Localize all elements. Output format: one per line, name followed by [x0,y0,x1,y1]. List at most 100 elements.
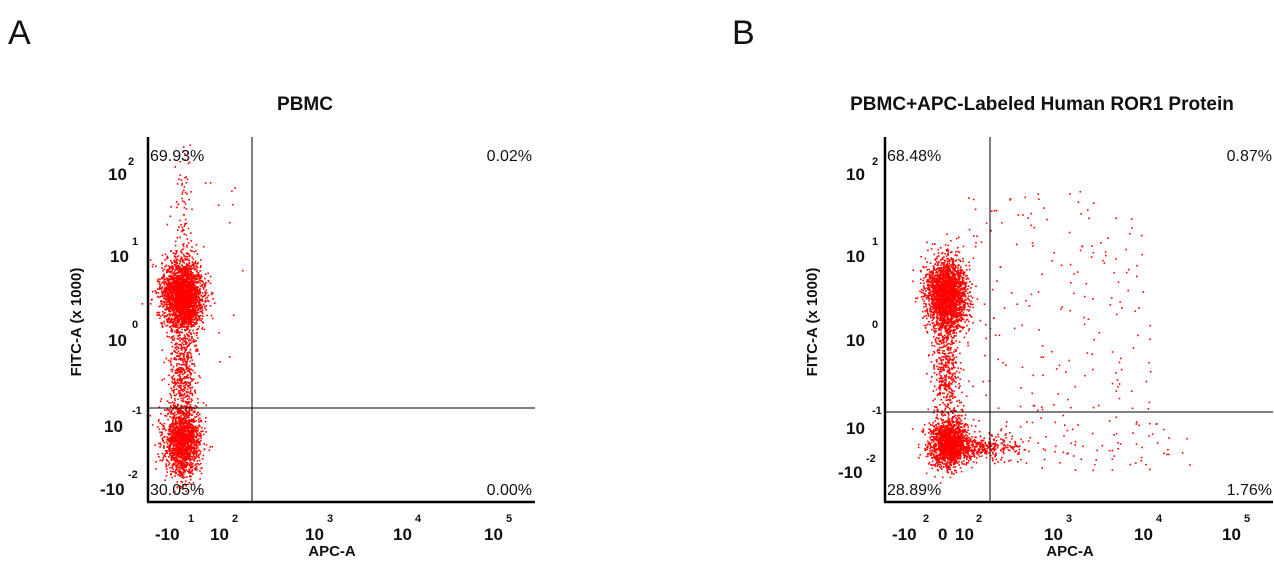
event-dot [182,363,185,366]
event-dot [171,262,173,265]
event-dot [181,325,183,328]
event-dot [176,297,178,299]
event-dot [164,409,166,411]
event-dot [179,270,182,273]
event-dot [154,444,156,446]
event-dot [203,448,206,450]
event-dot [183,286,185,289]
event-dot [194,382,197,384]
event-dot [190,471,192,474]
event-dot [181,382,184,385]
event-dot [180,291,182,294]
event-dot [173,287,176,289]
event-dot [164,295,167,298]
event-dot [180,397,182,399]
event-dot [180,426,182,429]
event-dot [183,269,186,271]
event-dot [186,476,188,478]
x-tick-exponent: 3 [327,513,333,525]
event-dot [199,433,202,435]
event-dot [169,326,171,328]
event-dot [185,440,188,443]
event-dot [192,465,194,468]
event-dot [181,433,184,436]
event-dot [171,280,174,283]
event-dot [180,315,182,318]
event-dot [180,382,182,384]
event-dot [195,467,198,470]
event-dot [185,176,188,178]
event-dot [189,373,192,376]
event-dot [183,376,186,379]
event-dot [176,262,178,264]
event-dot [175,457,178,459]
event-dot [186,297,188,300]
event-dot [196,413,198,416]
event-dot [178,352,181,355]
event-dot [191,290,193,293]
event-dot [174,380,176,383]
event-dot [182,267,184,269]
event-dot [176,352,178,354]
event-dot [161,254,164,257]
event-dot [188,470,191,473]
event-dot [182,244,184,246]
event-dot [175,283,178,286]
event-dot [182,421,185,424]
event-dot [176,412,179,414]
event-dot [172,449,174,451]
event-dot [193,332,195,335]
event-dot [175,329,178,331]
event-dot [184,295,186,298]
event-dot [188,427,190,430]
event-dot [173,436,176,439]
event-dot [197,311,200,314]
event-dot [185,340,187,343]
y-tick-label: 10 [108,331,127,350]
event-dot [195,420,197,422]
event-dot [160,287,163,290]
event-dot [179,378,181,380]
event-dot [193,325,196,327]
event-dot [178,269,181,271]
event-dot [188,397,191,400]
event-dot [181,193,184,195]
event-dot [178,444,180,447]
event-dot [172,305,175,307]
event-dot [187,435,190,437]
event-dot [177,203,179,206]
event-dot [187,446,189,449]
event-dot [179,370,181,372]
event-dot [200,437,202,439]
event-dot [171,449,173,452]
event-dot [199,282,201,285]
event-dot [199,310,201,313]
event-dot [212,292,214,295]
event-dot [182,295,184,297]
event-dot [191,458,193,461]
event-dot [180,283,183,285]
event-dot [195,450,198,452]
event-dot [193,456,196,458]
event-dot [177,443,180,445]
event-dot [183,463,186,466]
event-dot [180,298,183,300]
event-dot [177,368,179,371]
event-dot [171,447,174,450]
event-dot [212,298,214,300]
event-dot [151,424,154,426]
event-dot [185,434,187,436]
event-dot [169,439,172,442]
event-dot [189,432,191,435]
event-dot [158,280,161,283]
event-dot [189,404,192,406]
event-dot [180,453,182,456]
event-dot [188,319,191,322]
event-dot [168,308,171,311]
event-dot [166,277,169,280]
event-dot [174,461,177,464]
event-dot [185,309,188,312]
event-dot [187,470,189,473]
event-dot [187,411,189,414]
event-dot [165,429,167,432]
